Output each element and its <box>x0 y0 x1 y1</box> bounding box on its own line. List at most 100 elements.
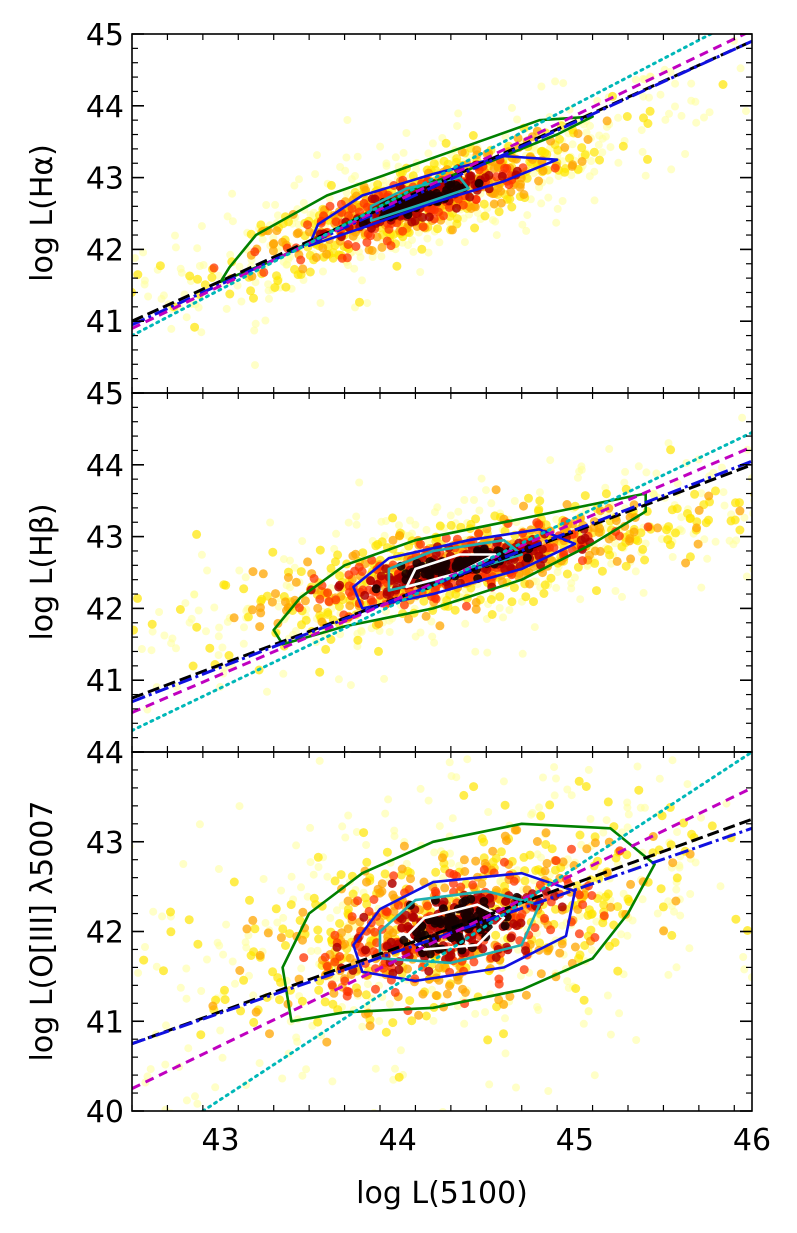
oiii-density-point <box>670 907 678 916</box>
halpha-density-point <box>550 163 560 173</box>
hbeta-density-point <box>552 583 561 592</box>
hbeta-density-point <box>740 513 749 522</box>
oiii-density-point <box>516 918 526 928</box>
halpha-density-point <box>362 202 372 212</box>
oiii-density-point <box>485 1080 494 1089</box>
hbeta-density-point <box>441 533 451 543</box>
halpha-density-point <box>614 113 623 122</box>
halpha-density-point <box>577 143 587 153</box>
oiii-density-point <box>452 773 461 782</box>
halpha-ytick-label: 44 <box>86 90 124 125</box>
hbeta-density-point <box>77 648 85 656</box>
hbeta-density-point <box>693 539 703 549</box>
halpha-density-point <box>645 106 655 116</box>
halpha-density-point <box>444 202 454 212</box>
oiii-density-point <box>666 840 676 850</box>
halpha-contour-inner <box>369 176 470 222</box>
hbeta-density-point <box>772 465 781 474</box>
oiii-density-point <box>623 798 632 807</box>
hbeta-density-point <box>358 548 368 558</box>
oiii-density-point <box>197 987 206 995</box>
oiii-density-point <box>534 1006 543 1014</box>
hbeta-density-point <box>411 520 420 529</box>
hbeta-density-point <box>309 574 319 583</box>
hbeta-density-point <box>78 598 86 606</box>
halpha-density-point <box>427 205 437 215</box>
oiii-density-point <box>292 841 301 850</box>
hbeta-density-point <box>483 648 492 657</box>
hbeta-density-point <box>376 571 386 581</box>
halpha-density-point <box>489 199 499 209</box>
halpha-density-point <box>534 176 544 186</box>
oiii-density-point <box>323 872 332 881</box>
hbeta-density-point <box>160 631 169 640</box>
halpha-density-point <box>551 77 560 86</box>
oiii-density-point <box>143 1072 152 1081</box>
halpha-density-point <box>264 280 273 289</box>
hbeta-density-point <box>597 566 607 576</box>
halpha-density-point <box>545 176 554 185</box>
halpha-density-point <box>618 141 628 151</box>
oiii-density-point <box>551 856 561 866</box>
halpha-density-point <box>586 121 594 130</box>
oiii-density-point <box>364 906 374 916</box>
oiii-density-point <box>179 860 188 868</box>
halpha-density-point <box>167 324 176 333</box>
halpha-density-point <box>237 297 246 306</box>
hbeta-density-point <box>266 518 275 527</box>
halpha-density-point <box>429 159 439 169</box>
halpha-density-point <box>313 151 321 160</box>
oiii-density-point <box>586 815 595 823</box>
oiii-density-point <box>628 916 637 925</box>
halpha-density-point <box>176 264 185 273</box>
oiii-fit-cyan-dotted <box>201 752 752 1111</box>
panel-halpha: 41 42 43 44 45 log L(Hα) <box>25 18 753 394</box>
oiii-density-point <box>567 791 576 800</box>
oiii-density-point <box>583 910 593 920</box>
hbeta-density-point <box>717 463 726 472</box>
halpha-density-point <box>671 102 679 111</box>
hbeta-ytick-label: 42 <box>86 592 124 627</box>
hbeta-density-point <box>167 639 176 648</box>
halpha-density-point <box>281 282 291 292</box>
halpha-density-point <box>553 145 563 155</box>
oiii-density-point <box>606 902 616 912</box>
oiii-density-point <box>740 965 749 974</box>
hbeta-density-point <box>668 553 677 561</box>
hbeta-contour-middle <box>352 528 577 610</box>
oiii-density-point <box>377 732 385 740</box>
oiii-contour-inner <box>378 889 541 965</box>
hbeta-density-point <box>604 534 614 544</box>
halpha-density-point <box>303 220 312 230</box>
hbeta-density-point <box>612 556 622 566</box>
hbeta-density-point <box>111 630 119 638</box>
oiii-density-point <box>43 1088 51 1096</box>
halpha-density-point <box>207 273 217 282</box>
oiii-density-point <box>613 902 623 912</box>
oiii-density-point <box>484 808 493 816</box>
halpha-density-point <box>251 319 260 328</box>
hbeta-density-point <box>611 539 619 548</box>
halpha-fit-cyan-dotted <box>132 34 714 338</box>
hbeta-density-point <box>461 619 470 628</box>
hbeta-density-point <box>357 627 366 636</box>
hbeta-density-point <box>482 486 490 495</box>
oiii-density-point <box>287 872 296 881</box>
hbeta-density-point <box>380 674 389 683</box>
hbeta-density-point <box>422 525 431 534</box>
halpha-density-point <box>466 204 476 213</box>
hbeta-density-point <box>350 566 360 576</box>
oiii-density-point <box>536 969 546 979</box>
hbeta-density-point <box>697 583 706 592</box>
hbeta-density-point <box>240 623 248 632</box>
oiii-density-point <box>445 758 454 767</box>
oiii-density-point <box>590 1071 599 1080</box>
oiii-density-point <box>584 765 593 774</box>
halpha-density-point <box>590 196 599 205</box>
oiii-density-point <box>220 995 230 1005</box>
halpha-density-point <box>639 75 648 83</box>
hbeta-density-point <box>677 513 686 522</box>
halpha-density-point <box>452 203 461 213</box>
hbeta-density-point <box>334 675 343 684</box>
hbeta-density-point <box>673 479 682 488</box>
